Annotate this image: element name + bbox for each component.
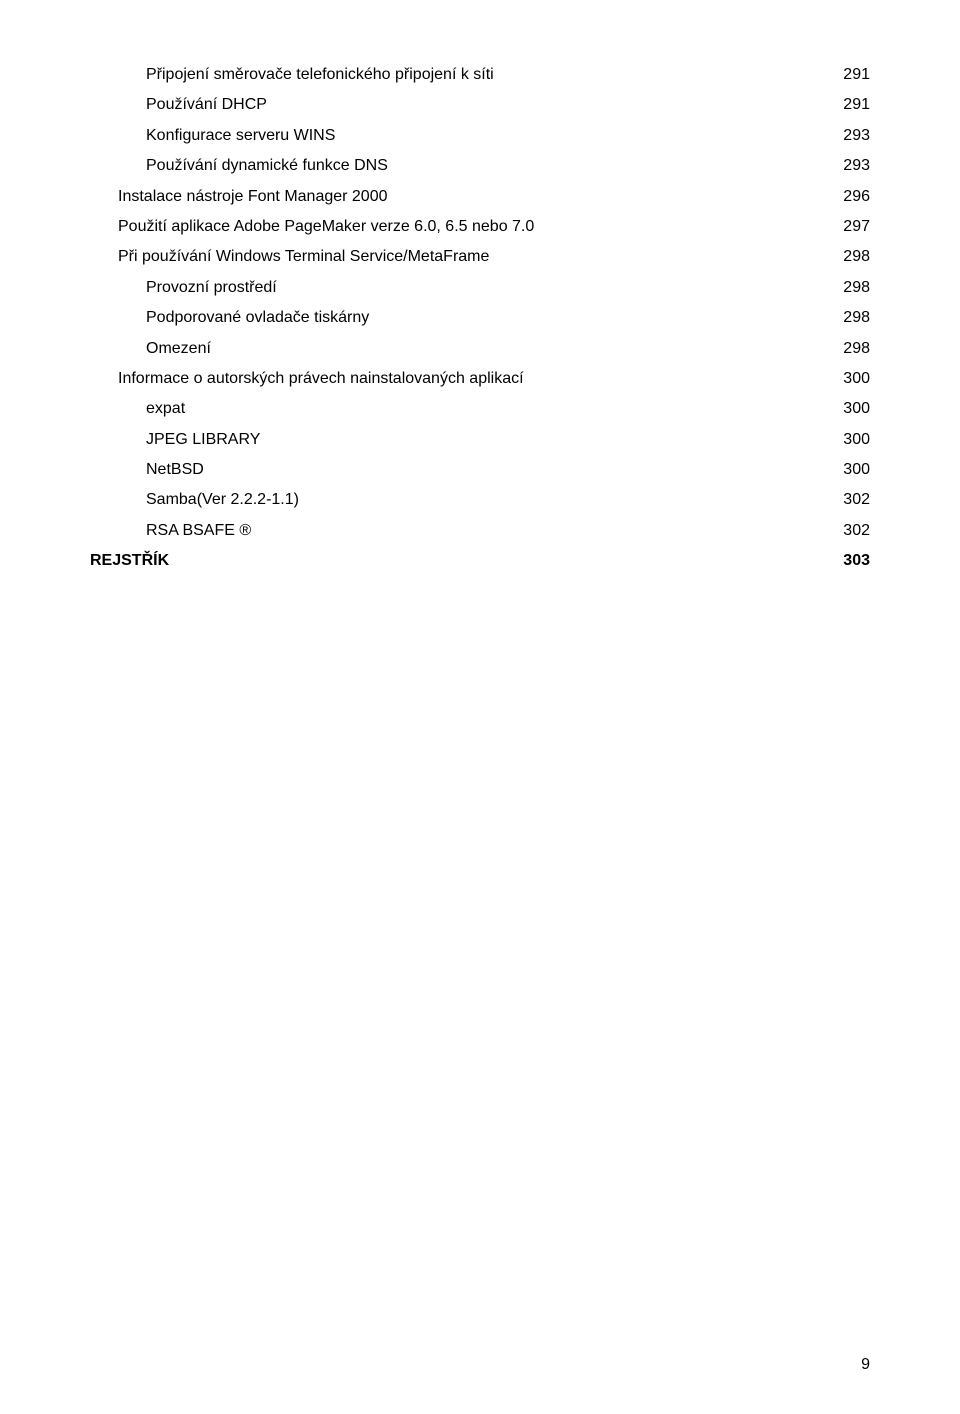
toc-pagenum: 298 bbox=[843, 334, 870, 364]
toc-line: Samba(Ver 2.2.2-1.1) 302 bbox=[90, 485, 870, 515]
toc-pagenum: 300 bbox=[843, 455, 870, 485]
toc-label: REJSTŘÍK bbox=[90, 546, 169, 576]
toc-leader bbox=[255, 519, 839, 535]
toc-pagenum: 302 bbox=[843, 485, 870, 515]
toc-leader bbox=[392, 154, 839, 170]
toc-label: Při používání Windows Terminal Service/M… bbox=[118, 242, 489, 272]
toc-label: Instalace nástroje Font Manager 2000 bbox=[118, 182, 388, 212]
toc-pagenum: 293 bbox=[843, 151, 870, 181]
toc-pagenum: 298 bbox=[843, 273, 870, 303]
toc-pagenum: 297 bbox=[843, 212, 870, 242]
toc-leader bbox=[189, 397, 839, 413]
toc-leader bbox=[281, 276, 840, 292]
toc-line: Konfigurace serveru WINS 293 bbox=[90, 121, 870, 151]
page: Připojení směrovače telefonického připoj… bbox=[0, 0, 960, 1414]
toc-leader bbox=[271, 93, 839, 109]
toc-label: Informace o autorských právech nainstalo… bbox=[118, 364, 524, 394]
toc-pagenum: 291 bbox=[843, 60, 870, 90]
toc-line: Použití aplikace Adobe PageMaker verze 6… bbox=[90, 212, 870, 242]
toc-line: REJSTŘÍK 303 bbox=[90, 546, 870, 576]
toc-label: RSA BSAFE ® bbox=[146, 516, 251, 546]
toc-leader bbox=[498, 63, 840, 79]
toc-label: Provozní prostředí bbox=[146, 273, 277, 303]
toc-pagenum: 302 bbox=[843, 516, 870, 546]
toc-pagenum: 298 bbox=[843, 242, 870, 272]
toc-label: Používání dynamické funkce DNS bbox=[146, 151, 388, 181]
toc-line: RSA BSAFE ® 302 bbox=[90, 516, 870, 546]
toc-line: Podporované ovladače tiskárny 298 bbox=[90, 303, 870, 333]
toc-label: Používání DHCP bbox=[146, 90, 267, 120]
toc-line: Instalace nástroje Font Manager 2000 296 bbox=[90, 182, 870, 212]
toc-label: Omezení bbox=[146, 334, 211, 364]
toc-pagenum: 293 bbox=[843, 121, 870, 151]
toc-leader bbox=[339, 124, 839, 140]
toc-label: Konfigurace serveru WINS bbox=[146, 121, 335, 151]
toc-pagenum: 298 bbox=[843, 303, 870, 333]
toc-pagenum: 300 bbox=[843, 394, 870, 424]
toc-line: Připojení směrovače telefonického připoj… bbox=[90, 60, 870, 90]
page-number: 9 bbox=[861, 1356, 870, 1374]
toc-leader bbox=[264, 428, 839, 444]
toc-label: Podporované ovladače tiskárny bbox=[146, 303, 369, 333]
toc-line: Informace o autorských právech nainstalo… bbox=[90, 364, 870, 394]
toc-pagenum: 300 bbox=[843, 364, 870, 394]
toc-leader bbox=[528, 367, 840, 383]
toc-line: Omezení 298 bbox=[90, 334, 870, 364]
toc-label: Použití aplikace Adobe PageMaker verze 6… bbox=[118, 212, 534, 242]
toc-leader bbox=[215, 337, 839, 353]
toc-label: Připojení směrovače telefonického připoj… bbox=[146, 60, 494, 90]
toc-pagenum: 300 bbox=[843, 425, 870, 455]
toc-line: expat 300 bbox=[90, 394, 870, 424]
toc-label: NetBSD bbox=[146, 455, 204, 485]
toc-line: Provozní prostředí 298 bbox=[90, 273, 870, 303]
toc-leader bbox=[538, 215, 839, 231]
toc-leader bbox=[303, 488, 839, 504]
toc-leader bbox=[173, 549, 839, 565]
toc-leader bbox=[208, 458, 840, 474]
toc-leader bbox=[493, 245, 839, 261]
toc-pagenum: 291 bbox=[843, 90, 870, 120]
toc-leader bbox=[392, 185, 840, 201]
toc-line: Při používání Windows Terminal Service/M… bbox=[90, 242, 870, 272]
toc-pagenum: 296 bbox=[843, 182, 870, 212]
toc-line: JPEG LIBRARY 300 bbox=[90, 425, 870, 455]
toc-line: Používání DHCP 291 bbox=[90, 90, 870, 120]
toc-line: NetBSD 300 bbox=[90, 455, 870, 485]
toc-pagenum: 303 bbox=[843, 546, 870, 576]
toc-line: Používání dynamické funkce DNS 293 bbox=[90, 151, 870, 181]
toc-label: expat bbox=[146, 394, 185, 424]
table-of-contents: Připojení směrovače telefonického připoj… bbox=[90, 60, 870, 577]
toc-label: Samba(Ver 2.2.2-1.1) bbox=[146, 485, 299, 515]
toc-label: JPEG LIBRARY bbox=[146, 425, 260, 455]
toc-leader bbox=[373, 306, 839, 322]
